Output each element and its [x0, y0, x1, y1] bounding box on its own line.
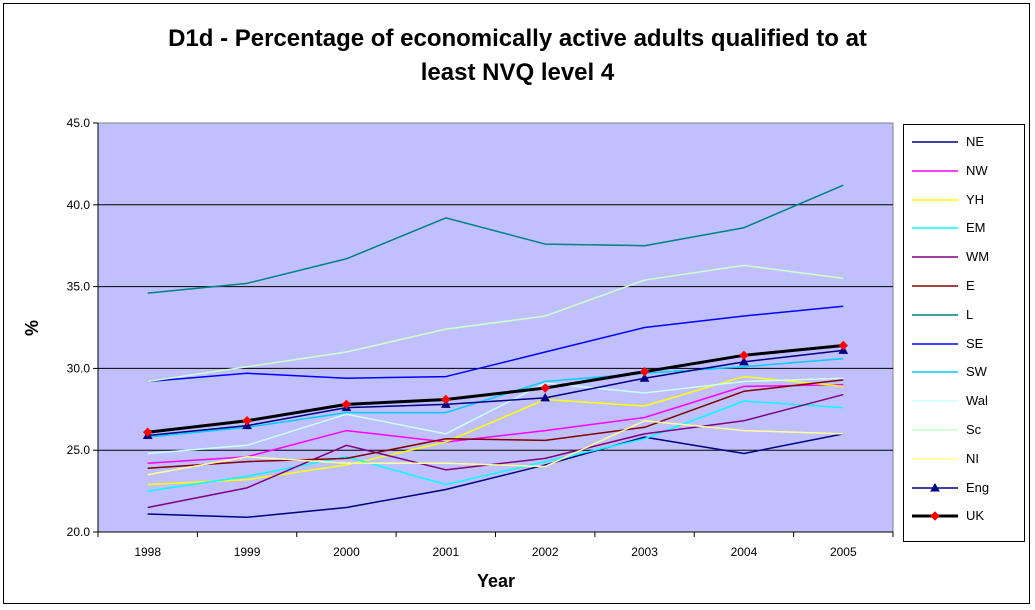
legend-label: WM — [966, 249, 990, 265]
legend-swatch — [912, 198, 958, 201]
legend-swatch — [912, 285, 958, 287]
x-tick-label: 1999 — [234, 545, 261, 559]
legend-label: L — [966, 306, 974, 322]
legend-item-e: E — [904, 276, 1024, 296]
series-line-sc — [147, 264, 844, 383]
legend-label: SE — [966, 335, 984, 351]
legend-swatch — [912, 482, 958, 492]
data-point-uk — [341, 399, 352, 410]
series-line-eng — [147, 349, 844, 437]
legend-swatch — [912, 342, 958, 345]
y-tick-label: 25.0 — [67, 443, 91, 457]
legend: NE NW YH EM WM E L SE SW Wal Sc NI Eng UK — [903, 124, 1025, 542]
plot-area — [97, 122, 894, 533]
x-tick-label: 1998 — [134, 545, 161, 559]
x-tick-label: 2002 — [532, 545, 559, 559]
legend-item-ne: NE — [904, 132, 1024, 152]
legend-item-uk: UK — [904, 506, 1024, 526]
series-line-ni — [147, 420, 844, 476]
legend-label: SW — [966, 364, 987, 380]
series-line-uk — [147, 344, 844, 434]
y-tick-label: 20.0 — [67, 525, 91, 539]
series-line-l — [147, 184, 844, 294]
legend-label: NE — [966, 134, 985, 149]
legend-item-eng: Eng — [904, 478, 1024, 498]
series-line-e — [147, 379, 844, 469]
legend-swatch — [912, 429, 958, 431]
data-point-uk — [242, 416, 252, 426]
data-point-uk — [441, 394, 451, 405]
legend-item-ni: NI — [904, 449, 1024, 469]
data-point-eng — [540, 392, 551, 402]
data-point-eng — [639, 373, 650, 382]
legend-swatch — [912, 511, 958, 522]
legend-marker — [930, 511, 940, 522]
y-tick-label: 30.0 — [67, 361, 91, 375]
legend-marker — [930, 482, 940, 492]
series-line-se — [147, 305, 844, 383]
data-point-uk — [739, 350, 749, 361]
legend-label: Eng — [966, 479, 990, 495]
y-tick-label: 45.0 — [67, 116, 91, 130]
x-tick-label: 2000 — [333, 545, 360, 559]
legend-label: NW — [966, 162, 988, 178]
legend-label: UK — [966, 508, 985, 524]
legend-label: E — [966, 278, 975, 293]
x-tick-label: 2005 — [830, 545, 857, 559]
legend-item-sc: Sc — [904, 420, 1024, 440]
legend-item-wal: Wal — [904, 391, 1024, 411]
legend-item-sw: SW — [904, 362, 1024, 382]
legend-item-l: L — [904, 305, 1024, 325]
legend-swatch — [912, 458, 958, 460]
data-point-uk — [838, 340, 849, 351]
series-line-em — [147, 400, 844, 492]
y-axis-label: % — [22, 320, 42, 336]
legend-swatch — [912, 371, 958, 374]
x-tick-label: 2003 — [631, 545, 658, 559]
legend-item-wm: WM — [904, 247, 1024, 267]
x-tick-label: 2004 — [731, 545, 758, 559]
y-tick-label: 35.0 — [67, 280, 91, 294]
legend-swatch — [912, 170, 958, 172]
legend-swatch — [912, 314, 958, 316]
legend-item-se: SE — [904, 334, 1024, 354]
legend-label: EM — [966, 220, 986, 236]
data-point-uk — [639, 366, 650, 377]
data-point-uk — [142, 427, 153, 437]
legend-label: NI — [966, 450, 979, 466]
data-point-uk — [540, 383, 550, 393]
series-line-yh — [147, 375, 844, 486]
legend-swatch — [912, 400, 958, 402]
series-line-nw — [147, 384, 844, 465]
legend-item-nw: NW — [904, 161, 1024, 181]
series-line-ne — [147, 433, 844, 519]
x-tick-label: 2001 — [432, 545, 459, 559]
series-line-sw — [147, 357, 844, 438]
legend-swatch — [912, 227, 958, 230]
legend-label: Sc — [966, 422, 982, 437]
y-tick-label: 40.0 — [67, 198, 91, 212]
legend-item-em: EM — [904, 218, 1024, 238]
series-line-wm — [147, 393, 844, 509]
x-axis-label: Year — [477, 571, 515, 591]
legend-label: YH — [966, 191, 985, 207]
legend-label: Wal — [966, 393, 988, 409]
series-line-wal — [147, 377, 844, 455]
legend-item-yh: YH — [904, 190, 1024, 210]
legend-swatch — [912, 141, 958, 143]
data-point-eng — [739, 356, 749, 366]
chart-title: D1d - Percentage of economically active … — [168, 25, 867, 86]
legend-swatch — [912, 256, 958, 258]
